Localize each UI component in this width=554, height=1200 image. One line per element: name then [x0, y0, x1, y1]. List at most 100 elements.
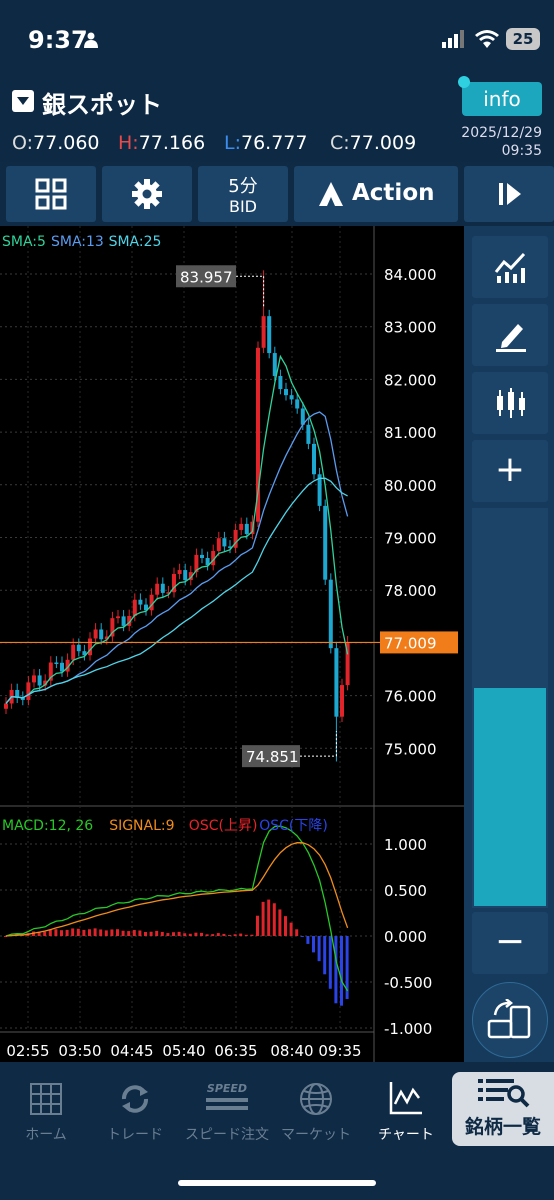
- time-axis-label: 06:35: [214, 1042, 257, 1060]
- macd-osc-bar: [48, 929, 52, 936]
- chart-area[interactable]: 84.000 83.000 82.000 81.000 80.000 79.000 78.0…: [0, 226, 464, 1062]
- macd-legend-label: SIGNAL:9: [109, 818, 174, 834]
- indicator-button[interactable]: [472, 236, 548, 298]
- macd-osc-bar: [177, 931, 181, 936]
- rotate-screen-icon: [487, 999, 531, 1039]
- candle-body: [155, 583, 160, 595]
- macd-osc-bar: [116, 929, 119, 936]
- macd-osc-bar: [328, 936, 332, 989]
- status-bar: 9:37 25: [0, 0, 554, 80]
- macd-osc-bar: [99, 929, 103, 936]
- candle-body: [272, 353, 277, 376]
- candle-body: [200, 554, 204, 559]
- macd-osc-bar: [188, 933, 192, 936]
- candle-body: [194, 554, 199, 573]
- candle-body: [104, 636, 109, 640]
- chart-icon: [389, 1082, 422, 1115]
- info-button[interactable]: info: [462, 82, 542, 116]
- chart-type-button[interactable]: [472, 372, 548, 434]
- rotate-screen-button[interactable]: [472, 982, 548, 1058]
- candle-body: [116, 616, 120, 619]
- tab-home[interactable]: ホーム: [0, 1064, 92, 1150]
- macd-osc-bar: [104, 930, 108, 936]
- zoom-out-button[interactable]: −: [472, 912, 548, 974]
- candle-body: [278, 375, 283, 390]
- instrument-header: 銀スポット info O:77.060 H:77.166 L:76.777 C:…: [0, 76, 554, 162]
- candle-body: [4, 703, 8, 709]
- candle-body: [205, 558, 210, 566]
- candle-body: [121, 616, 126, 626]
- action-button[interactable]: Action: [294, 166, 458, 222]
- macd-osc-bar: [121, 930, 125, 936]
- macd-osc-bar: [155, 930, 159, 936]
- tab-speed-order[interactable]: SPEED スピード注文: [180, 1064, 274, 1150]
- refresh-icon: [122, 1085, 148, 1113]
- macd-axis-label: 0.500: [384, 882, 427, 900]
- price-axis-label: 79.000: [384, 530, 437, 548]
- candle-body: [149, 594, 154, 611]
- tab-trade[interactable]: トレード: [89, 1064, 181, 1150]
- macd-axis-label: 0.000: [384, 928, 427, 946]
- sma-legend-label: SMA:13: [51, 234, 104, 250]
- candle-body: [284, 389, 288, 396]
- sma-legend-label: SMA:5: [2, 234, 46, 250]
- low-marker-label: 74.851: [246, 748, 299, 766]
- signal-line: [5, 842, 349, 937]
- play-forward-button[interactable]: [464, 166, 554, 222]
- settings-button[interactable]: [102, 166, 192, 222]
- dropdown-icon[interactable]: [12, 90, 34, 112]
- macd-osc-bar: [317, 936, 321, 962]
- macd-legend-label: OSC(上昇): [189, 818, 258, 834]
- grid-icon: [30, 1083, 62, 1115]
- interval-button[interactable]: 5分 BID: [198, 166, 288, 222]
- interval-label: 5分: [228, 176, 258, 197]
- time-axis-label: 05:40: [162, 1042, 205, 1060]
- tab-market[interactable]: マーケット: [270, 1064, 362, 1150]
- open-price: O:77.060: [12, 132, 100, 154]
- candle-body: [166, 592, 171, 594]
- layout-button[interactable]: [6, 166, 96, 222]
- zoom-slider[interactable]: [472, 508, 548, 908]
- macd-axis-label: -0.500: [384, 974, 432, 992]
- timestamp: 2025/12/29 09:35: [461, 125, 542, 159]
- play-forward-icon: [499, 183, 521, 205]
- sma-line-25: [5, 477, 348, 704]
- macd-osc-bar: [183, 933, 187, 936]
- notification-dot: [458, 76, 470, 88]
- sma-line-5: [5, 354, 349, 704]
- candle-body: [43, 680, 48, 686]
- wifi-icon: [475, 30, 499, 48]
- tab-speed-order-label: スピード注文: [185, 1127, 269, 1143]
- candle-body: [340, 685, 344, 717]
- candle-body: [328, 579, 333, 649]
- macd-osc-bar: [306, 936, 310, 944]
- tab-chart[interactable]: チャート: [360, 1064, 452, 1150]
- macd-axis-label: -1.000: [384, 1020, 432, 1038]
- tab-chart-label: チャート: [378, 1127, 434, 1143]
- zoom-in-button[interactable]: +: [472, 440, 548, 502]
- candle-body: [82, 651, 87, 656]
- macd-osc-bar: [261, 901, 265, 936]
- bottom-tab-bar: ホーム トレード SPEED スピード注文 マーケット チャート 銘柄一覧: [0, 1064, 554, 1200]
- symbol-list-button[interactable]: 銘柄一覧: [452, 1072, 554, 1146]
- macd-osc-bar: [289, 922, 293, 936]
- candle-body: [256, 347, 260, 522]
- macd-osc-bar: [110, 929, 114, 936]
- macd-osc-bar: [244, 934, 248, 936]
- macd-osc-bar: [88, 929, 91, 936]
- candle-body: [183, 570, 188, 581]
- macd-osc-bar: [233, 934, 237, 936]
- price-axis-label: 75.000: [384, 740, 437, 758]
- macd-osc-bar: [127, 931, 131, 936]
- candle-body: [160, 583, 165, 593]
- macd-osc-bar: [200, 932, 203, 936]
- macd-osc-bar: [144, 932, 147, 936]
- candlestick-chart[interactable]: 84.000 83.000 82.000 81.000 80.000 79.000 78.0…: [0, 226, 464, 1062]
- draw-button[interactable]: [472, 304, 548, 366]
- candle-body: [261, 316, 266, 348]
- symbol-name[interactable]: 銀スポット: [42, 91, 162, 119]
- time-axis-label: 04:45: [110, 1042, 153, 1060]
- macd-osc-bar: [194, 932, 198, 936]
- macd-osc-bar: [82, 929, 86, 936]
- zoom-slider-fill: [474, 688, 546, 906]
